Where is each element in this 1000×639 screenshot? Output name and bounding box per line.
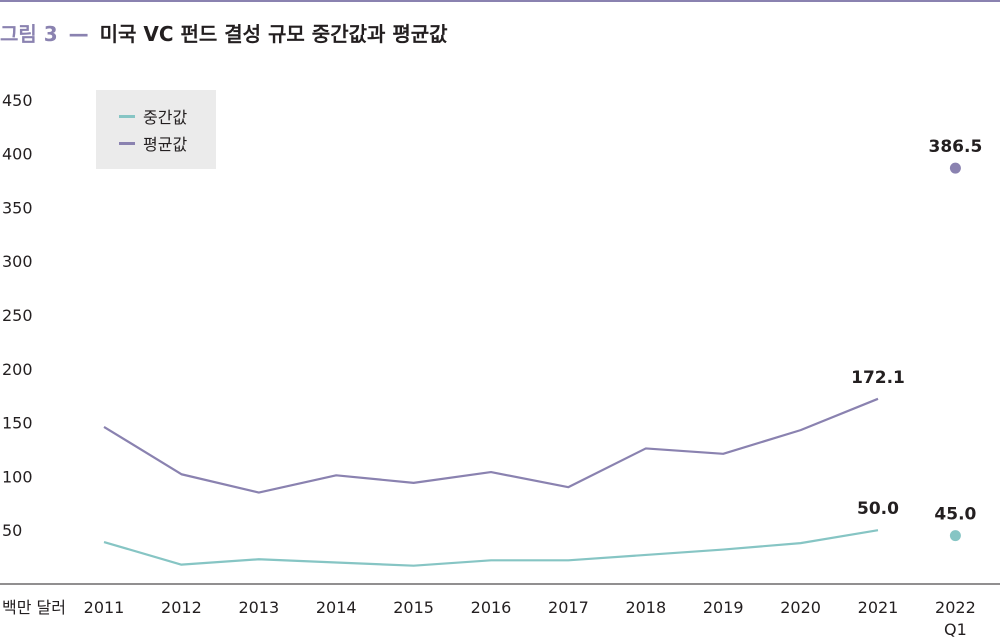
- y-tick-label: 350: [2, 198, 33, 217]
- y-tick-label: 200: [2, 360, 33, 379]
- legend-item-median: 중간값: [96, 105, 187, 127]
- y-tick-label: 250: [2, 306, 33, 325]
- y-tick-label: 300: [2, 252, 33, 271]
- legend: 중간값 평균값: [96, 90, 216, 169]
- x-tick-label: 2012: [161, 598, 202, 617]
- data-labels: 50.0 45.0 172.1 386.5: [851, 137, 982, 524]
- x-tick-label: 2020: [780, 598, 821, 617]
- y-tick-label: 450: [2, 91, 33, 110]
- legend-label-median: 중간값: [143, 108, 188, 127]
- series-point-1: [949, 162, 961, 174]
- series-points: [949, 162, 961, 542]
- x-tick-label: 2011: [84, 598, 125, 617]
- x-tick-label: 2015: [393, 598, 434, 617]
- y-tick-label: 50: [2, 521, 22, 540]
- x-tick-label: 2013: [238, 598, 279, 617]
- legend-item-mean: 평균값: [96, 132, 187, 154]
- figure-label: 그림 3: [0, 22, 58, 46]
- y-tick-label: 400: [2, 145, 33, 164]
- series-line-0: [103, 529, 879, 567]
- y-tick-label: 100: [2, 467, 33, 486]
- figure-title: 그림 3 — 미국 VC 펀드 결성 규모 중간값과 평균값: [0, 18, 448, 47]
- x-tick-label: 2016: [471, 598, 512, 617]
- x-tick-label: 2014: [316, 598, 357, 617]
- x-tick-label: 2021: [858, 598, 899, 617]
- y-axis-label: 백만 달러: [2, 598, 66, 617]
- x-tick-label: 2018: [625, 598, 666, 617]
- series-point-0: [949, 530, 961, 542]
- series-line-1: [103, 397, 879, 494]
- legend-label-mean: 평균값: [143, 135, 188, 154]
- legend-swatch-mean: [119, 141, 135, 145]
- data-label: 386.5: [929, 137, 983, 157]
- title-dash: —: [68, 22, 89, 46]
- x-axis-ticks: 2011 2012 2013 2014 2015 2016 2017 2018 2019 2020…: [84, 598, 976, 639]
- y-tick-label: 150: [2, 414, 33, 433]
- data-label: 50.0: [857, 499, 899, 519]
- x-tick-label: 2022 Q1: [935, 598, 976, 639]
- top-rule: [0, 0, 1000, 2]
- data-label: 45.0: [934, 505, 976, 525]
- x-tick-label: 2019: [703, 598, 744, 617]
- x-tick-label: 2017: [548, 598, 589, 617]
- series-lines: [103, 397, 879, 567]
- y-axis-ticks: 50 100 150 200 250 300 350 400 450: [2, 91, 33, 540]
- data-label: 172.1: [851, 368, 905, 388]
- figure-title-text: 미국 VC 펀드 결성 규모 중간값과 평균값: [99, 22, 448, 46]
- legend-swatch-median: [119, 114, 135, 118]
